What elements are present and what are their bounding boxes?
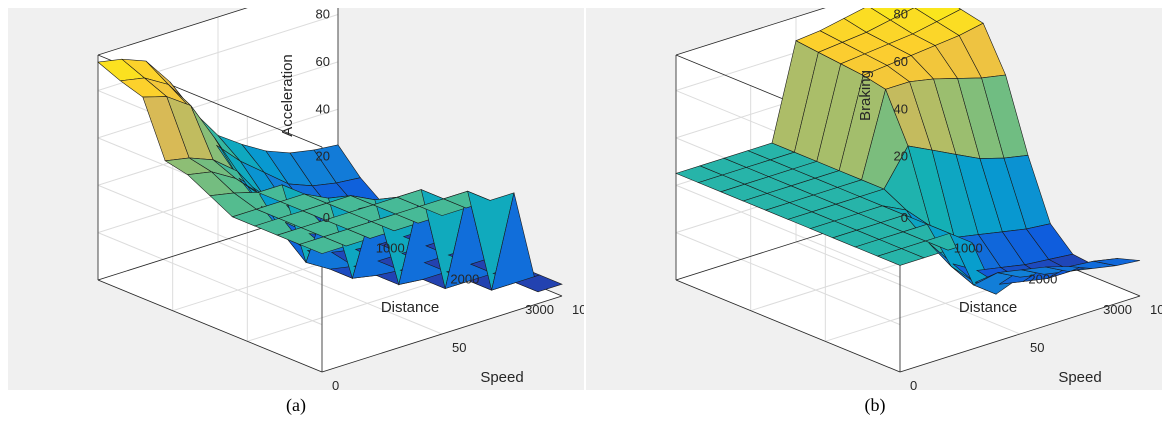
accel-ytick-label: 0 [332, 378, 339, 390]
brake-gridline [675, 184, 901, 278]
accel-ylabel: Speed [480, 369, 523, 386]
brake-ylabel: Speed [1058, 369, 1101, 386]
braking-surface-panel: 0 1000 2000 3000 0 50 100 20 40 60 80 Distance Speed… [586, 8, 1162, 390]
accel-ztick-label: 60 [316, 54, 330, 69]
brake-ytick-label: 50 [1030, 340, 1044, 355]
brake-xtick-label: 2000 [1028, 271, 1057, 286]
accel-xtick-label: 1000 [376, 241, 405, 256]
brake-surface-patch [1093, 258, 1141, 267]
accel-xlabel: Distance [381, 299, 439, 316]
accel-zlabel: Acceleration [279, 54, 296, 137]
accel-xtick-label: 3000 [525, 302, 554, 317]
braking-surface-plot: 0 1000 2000 3000 0 50 100 20 40 60 80 Distance Speed… [675, 8, 1162, 390]
brake-gridline [675, 232, 901, 326]
accel-gridline [97, 61, 339, 139]
brake-box-edge [675, 8, 826, 56]
caption-a: (a) [286, 395, 306, 415]
accel-xtick-label: 2000 [450, 271, 479, 286]
accel-surface-mesh [97, 58, 563, 293]
brake-gridline [795, 241, 1021, 335]
accel-ztick-label: 80 [316, 8, 330, 22]
brake-xlabel: Distance [959, 299, 1017, 316]
accel-xtick-label: 0 [323, 210, 330, 225]
brake-ztick-label: 20 [894, 149, 908, 164]
brake-box-edge [899, 295, 1141, 373]
brake-box-edge [675, 279, 901, 373]
accel-ztick-label: 20 [316, 149, 330, 164]
caption-b: (b) [864, 395, 886, 415]
brake-ztick-label: 40 [894, 101, 908, 116]
brake-surface-patch [870, 8, 915, 21]
acceleration-surface-plot: 0 1000 2000 3000 0 50 100 20 40 60 80 Distance Speed… [97, 8, 584, 390]
accel-ytick-label: 100 [572, 302, 584, 317]
brake-zlabel: Braking [857, 70, 874, 121]
accel-box-edge [97, 8, 248, 56]
accel-gridline [97, 184, 323, 278]
accel-box-edge [97, 279, 323, 373]
accel-gridline [97, 232, 323, 326]
brake-ztick-label: 80 [894, 8, 908, 22]
accel-pane-2 [98, 55, 322, 372]
brake-surface-mesh [675, 8, 1141, 295]
acceleration-surface-panel: 0 1000 2000 3000 0 50 100 20 40 60 80 Distance Speed… [8, 8, 584, 390]
accel-ytick-label: 50 [452, 340, 466, 355]
brake-ytick-label: 0 [910, 378, 917, 390]
accel-gridline [217, 241, 443, 335]
brake-ytick-label: 100 [1150, 302, 1162, 317]
brake-xtick-label: 1000 [954, 241, 983, 256]
accel-box-edge [321, 295, 563, 373]
accel-surface-patch [514, 274, 563, 293]
brake-ztick-label: 60 [894, 54, 908, 69]
brake-xtick-label: 0 [901, 210, 908, 225]
brake-xtick-label: 3000 [1103, 302, 1132, 317]
accel-ztick-label: 40 [316, 101, 330, 116]
